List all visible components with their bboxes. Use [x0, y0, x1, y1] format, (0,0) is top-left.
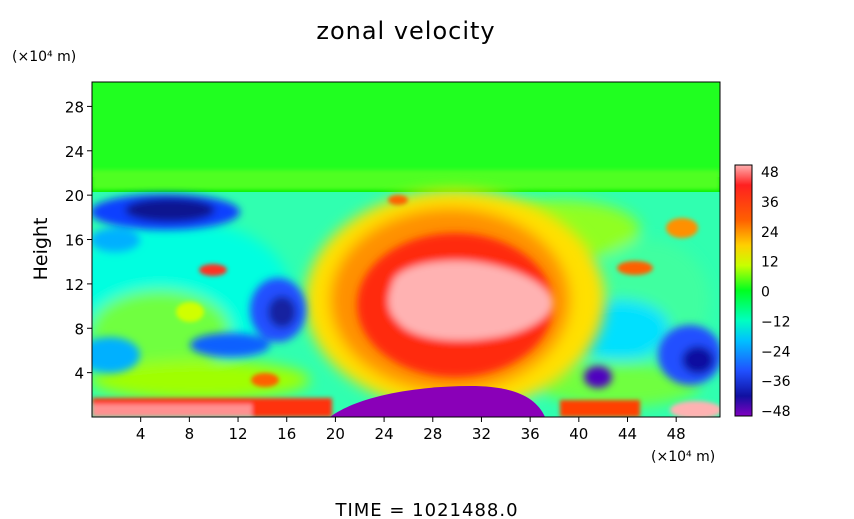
x-tick-label: 40	[569, 425, 588, 443]
colorbar-labels: 48 36 24 12 0 −12 −24 −36 −48	[761, 165, 791, 420]
x-tick-label: 16	[277, 425, 296, 443]
y-tick-label: 28	[65, 98, 84, 116]
plot-frame	[91, 81, 721, 418]
surface-negative-cell	[330, 386, 545, 417]
chart-title: zonal velocity	[316, 17, 495, 45]
time-label: TIME = 1021488.0	[334, 500, 518, 519]
x-tick-label: 20	[326, 425, 345, 443]
x-tick-label: 8	[185, 425, 195, 443]
colorbar-label: 0	[761, 285, 770, 301]
x-tick-label: 32	[472, 425, 491, 443]
y-tick-label: 4	[74, 365, 84, 383]
x-tick-label: 24	[375, 425, 394, 443]
x-tick-label: 48	[667, 425, 686, 443]
colorbar-label: 12	[761, 255, 779, 271]
heatmap-field	[92, 82, 720, 417]
colorbar-label: 24	[761, 225, 779, 241]
y-tick-label: 20	[65, 187, 84, 205]
x-tick-label: 4	[136, 425, 146, 443]
y-axis-ticks: 4 8 12 16 20 24 28	[65, 98, 92, 383]
y-axis-unit: (×10⁴ m)	[12, 49, 76, 65]
y-tick-label: 12	[65, 276, 84, 294]
central-jet-core	[388, 260, 553, 341]
colorbar-label: −12	[761, 314, 791, 330]
y-axis-label: Height	[30, 218, 52, 281]
small-negative-cell	[584, 366, 612, 388]
x-tick-label: 28	[423, 425, 442, 443]
colorbar-label: −36	[761, 374, 791, 390]
colorbar-label: −48	[761, 404, 791, 420]
colorbar-label: 36	[761, 195, 779, 211]
x-axis-unit: (×10⁴ m)	[651, 449, 715, 465]
x-tick-label: 12	[228, 425, 247, 443]
y-tick-label: 16	[65, 232, 84, 250]
colorbar-label: 48	[761, 165, 779, 181]
x-tick-label: 44	[618, 425, 637, 443]
colorbar	[734, 164, 753, 417]
x-axis-ticks: 4 8 12 16 20 24 28 32 36 40 44 48	[136, 417, 686, 443]
y-tick-label: 8	[74, 320, 84, 338]
colorbar-label: −24	[761, 344, 791, 360]
x-tick-label: 36	[521, 425, 540, 443]
y-tick-label: 24	[65, 143, 84, 161]
surface-positive-cell-right	[670, 401, 720, 417]
